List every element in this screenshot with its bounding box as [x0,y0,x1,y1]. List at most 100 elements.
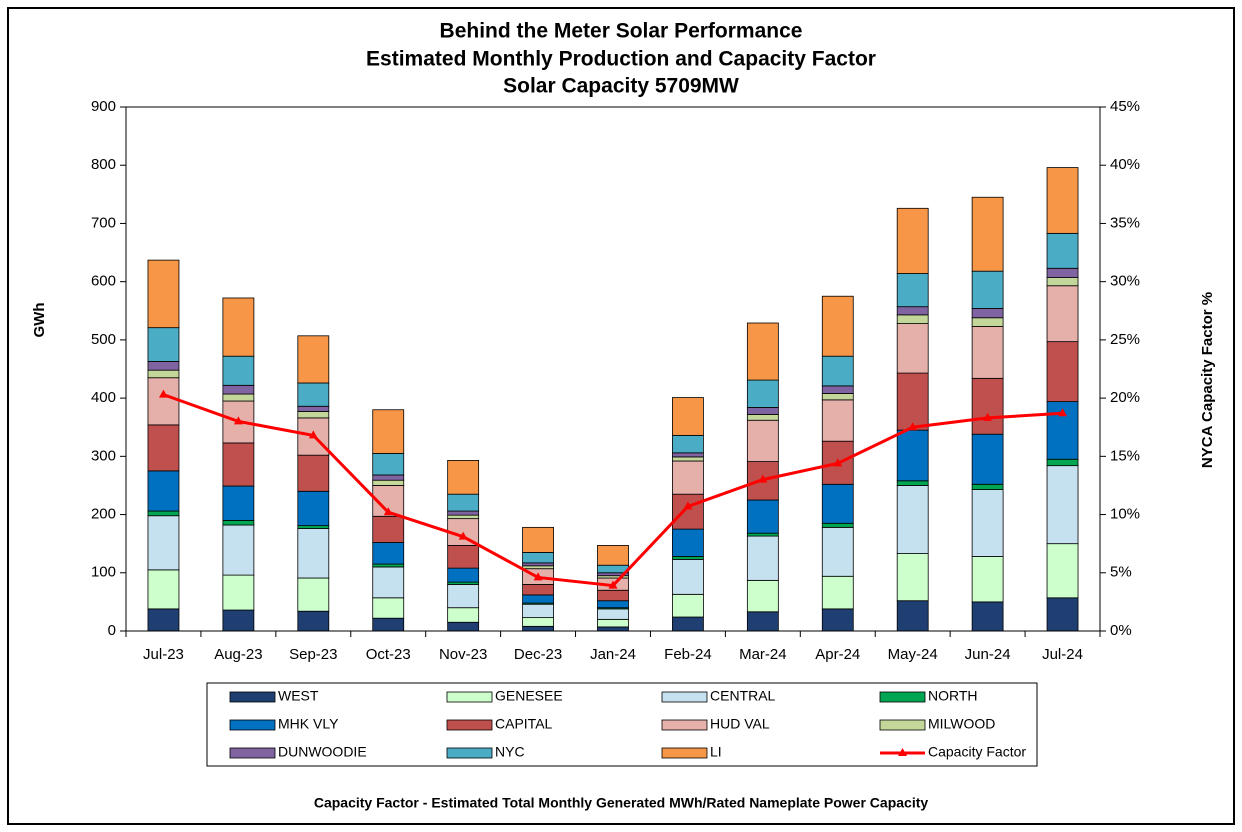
line-marker [683,501,693,510]
line-marker [833,458,843,467]
bar-segment [821,385,854,394]
bar-segment [1046,285,1079,343]
bar-segment [222,355,255,386]
y2-tick-label: 10% [1110,506,1140,523]
bar-segment [746,419,779,462]
legend-swatch [661,747,708,759]
bar-segment [147,424,180,472]
bar-segment [896,485,929,554]
bar-segment [971,433,1004,485]
x-tick-label: Dec-23 [514,646,562,663]
y-tick-label: 100 [91,564,116,581]
bar-segment [597,564,629,574]
bar-segment [746,579,779,613]
x-tick-label: Jan-24 [590,646,636,663]
legend-swatch [229,691,276,703]
legend-swatch [879,719,926,731]
y-tick-label: 600 [91,273,116,290]
bar-segment [597,618,629,628]
bar-segment [821,399,854,442]
y2-tick-label: 15% [1110,447,1140,464]
bar-segment [896,429,929,482]
bar-segment [672,456,704,462]
line-marker [908,422,918,431]
x-tick-label: Sep-23 [289,646,337,663]
legend-label: HUD VAL [710,716,770,732]
legend-swatch [661,691,708,703]
bar-segment [297,411,330,419]
bar-segment [746,414,779,421]
legend-label: CAPITAL [495,716,553,732]
bar-segment [672,593,704,618]
line-marker [533,572,543,581]
bar-segment [222,393,255,402]
bar-segment [672,558,704,595]
line-marker [983,412,993,421]
bar-segment [597,608,629,620]
bar-segment [746,532,779,537]
bar-segment [372,479,405,486]
bar-segment [821,575,854,610]
y2-tick-label: 5% [1110,564,1132,581]
bar-segment [672,460,704,495]
line-marker [608,580,618,589]
bar-segment [147,377,180,426]
bar-segment [896,480,929,486]
bar-segment [896,207,929,274]
bar-segment [372,542,405,565]
bar-segment [297,382,330,407]
y2-tick-label: 35% [1110,214,1140,231]
bar-segment [447,545,480,569]
chart-title: Estimated Monthly Production and Capacit… [366,48,876,71]
y-axis-label: GWh [31,303,48,338]
bar-segment [222,519,255,526]
bar-segment [746,379,779,408]
legend-marker [898,748,907,756]
bar-segment [372,563,405,568]
bar-segment [147,259,180,329]
bar-segment [672,397,704,436]
bar-segment [297,405,330,412]
bar-segment [522,594,554,604]
bar-segment [821,608,854,632]
legend-label: LI [710,744,722,760]
bar-segment [821,526,854,577]
bar-segment [597,600,629,609]
bar-segment [522,625,554,632]
legend-swatch [446,719,493,731]
bar-segment [1046,167,1079,234]
bar-segment [372,515,405,543]
bar-segment [971,489,1004,557]
bar-segment [896,372,929,431]
bar-segment [372,409,405,454]
chart-title: Solar Capacity 5709MW [503,75,739,98]
y2-tick-label: 45% [1110,98,1140,115]
line-marker [383,507,393,516]
x-tick-label: Jun-24 [965,646,1011,663]
bar-segment [821,393,854,401]
bar-segment [222,297,255,357]
y-tick-label: 800 [91,156,116,173]
bar-segment [971,326,1004,379]
legend-swatch [229,747,276,759]
bar-segment [447,493,480,512]
bar-segment [147,369,180,379]
legend-swatch [446,691,493,703]
bar-segment [1046,267,1079,278]
line-marker [458,531,468,540]
bar-segment [522,603,554,619]
bar-segment [1046,232,1079,269]
legend-label: MHK VLY [278,716,339,732]
bar-segment [522,526,554,553]
bar-segment [672,493,704,530]
bar-segment [372,453,405,476]
legend-label: MILWOOD [928,716,995,732]
bar-segment [1046,543,1079,599]
bar-segment [1046,597,1079,632]
y2-tick-label: 0% [1110,622,1132,639]
bar-segment [597,545,629,566]
bar-segment [447,621,480,632]
x-tick-label: Nov-23 [439,646,487,663]
bar-segment [1046,341,1079,403]
line-marker [308,430,318,439]
